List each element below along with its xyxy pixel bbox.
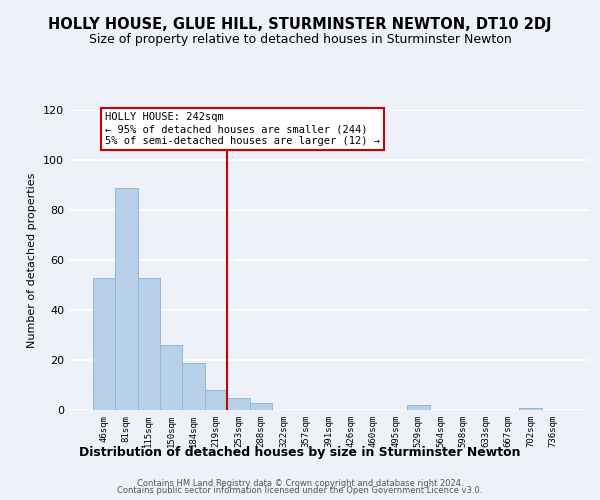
Bar xyxy=(92,278,115,410)
Text: Distribution of detached houses by size in Sturminster Newton: Distribution of detached houses by size … xyxy=(79,446,521,459)
Text: Contains public sector information licensed under the Open Government Licence v3: Contains public sector information licen… xyxy=(118,486,482,495)
Text: HOLLY HOUSE: 242sqm
← 95% of detached houses are smaller (244)
5% of semi-detach: HOLLY HOUSE: 242sqm ← 95% of detached ho… xyxy=(105,112,380,146)
Bar xyxy=(520,408,542,410)
Bar xyxy=(205,390,227,410)
Text: HOLLY HOUSE, GLUE HILL, STURMINSTER NEWTON, DT10 2DJ: HOLLY HOUSE, GLUE HILL, STURMINSTER NEWT… xyxy=(48,18,552,32)
Text: Size of property relative to detached houses in Sturminster Newton: Size of property relative to detached ho… xyxy=(89,32,511,46)
Bar xyxy=(115,188,137,410)
Bar xyxy=(250,402,272,410)
Bar xyxy=(137,278,160,410)
Bar xyxy=(227,398,250,410)
Bar xyxy=(160,345,182,410)
Bar xyxy=(182,362,205,410)
Bar xyxy=(407,405,430,410)
Text: Contains HM Land Registry data © Crown copyright and database right 2024.: Contains HM Land Registry data © Crown c… xyxy=(137,478,463,488)
Y-axis label: Number of detached properties: Number of detached properties xyxy=(28,172,37,348)
